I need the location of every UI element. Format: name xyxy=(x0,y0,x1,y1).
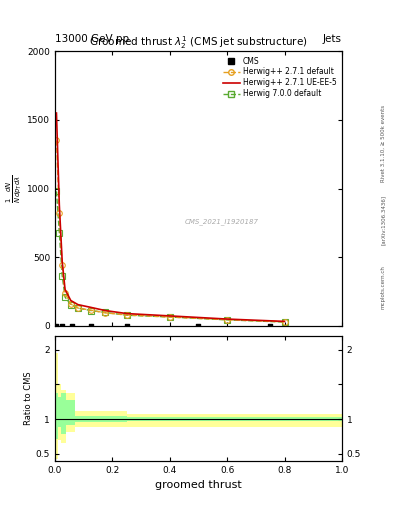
Text: Jets: Jets xyxy=(323,33,342,44)
Y-axis label: Ratio to CMS: Ratio to CMS xyxy=(24,372,33,425)
Text: CMS_2021_I1920187: CMS_2021_I1920187 xyxy=(184,218,259,225)
Point xyxy=(195,322,202,330)
Title: Groomed thrust $\lambda_{2}^{1}$ (CMS jet substructure): Groomed thrust $\lambda_{2}^{1}$ (CMS je… xyxy=(89,34,308,51)
Text: Rivet 3.1.10, ≥ 500k events: Rivet 3.1.10, ≥ 500k events xyxy=(381,105,386,182)
Point xyxy=(59,322,65,330)
Text: [arXiv:1306.3436]: [arXiv:1306.3436] xyxy=(381,195,386,245)
Point xyxy=(267,322,274,330)
Text: mcplots.cern.ch: mcplots.cern.ch xyxy=(381,265,386,309)
X-axis label: groomed thrust: groomed thrust xyxy=(155,480,242,490)
Point xyxy=(124,322,130,330)
Y-axis label: $\frac{1}{N}\frac{dN}{dp_T d\lambda}$: $\frac{1}{N}\frac{dN}{dp_T d\lambda}$ xyxy=(5,174,24,203)
Point xyxy=(88,322,94,330)
Point xyxy=(53,322,60,330)
Legend: CMS, Herwig++ 2.7.1 default, Herwig++ 2.7.1 UE-EE-5, Herwig 7.0.0 default: CMS, Herwig++ 2.7.1 default, Herwig++ 2.… xyxy=(221,55,338,100)
Text: 13000 GeV pp: 13000 GeV pp xyxy=(55,33,129,44)
Point xyxy=(69,322,75,330)
